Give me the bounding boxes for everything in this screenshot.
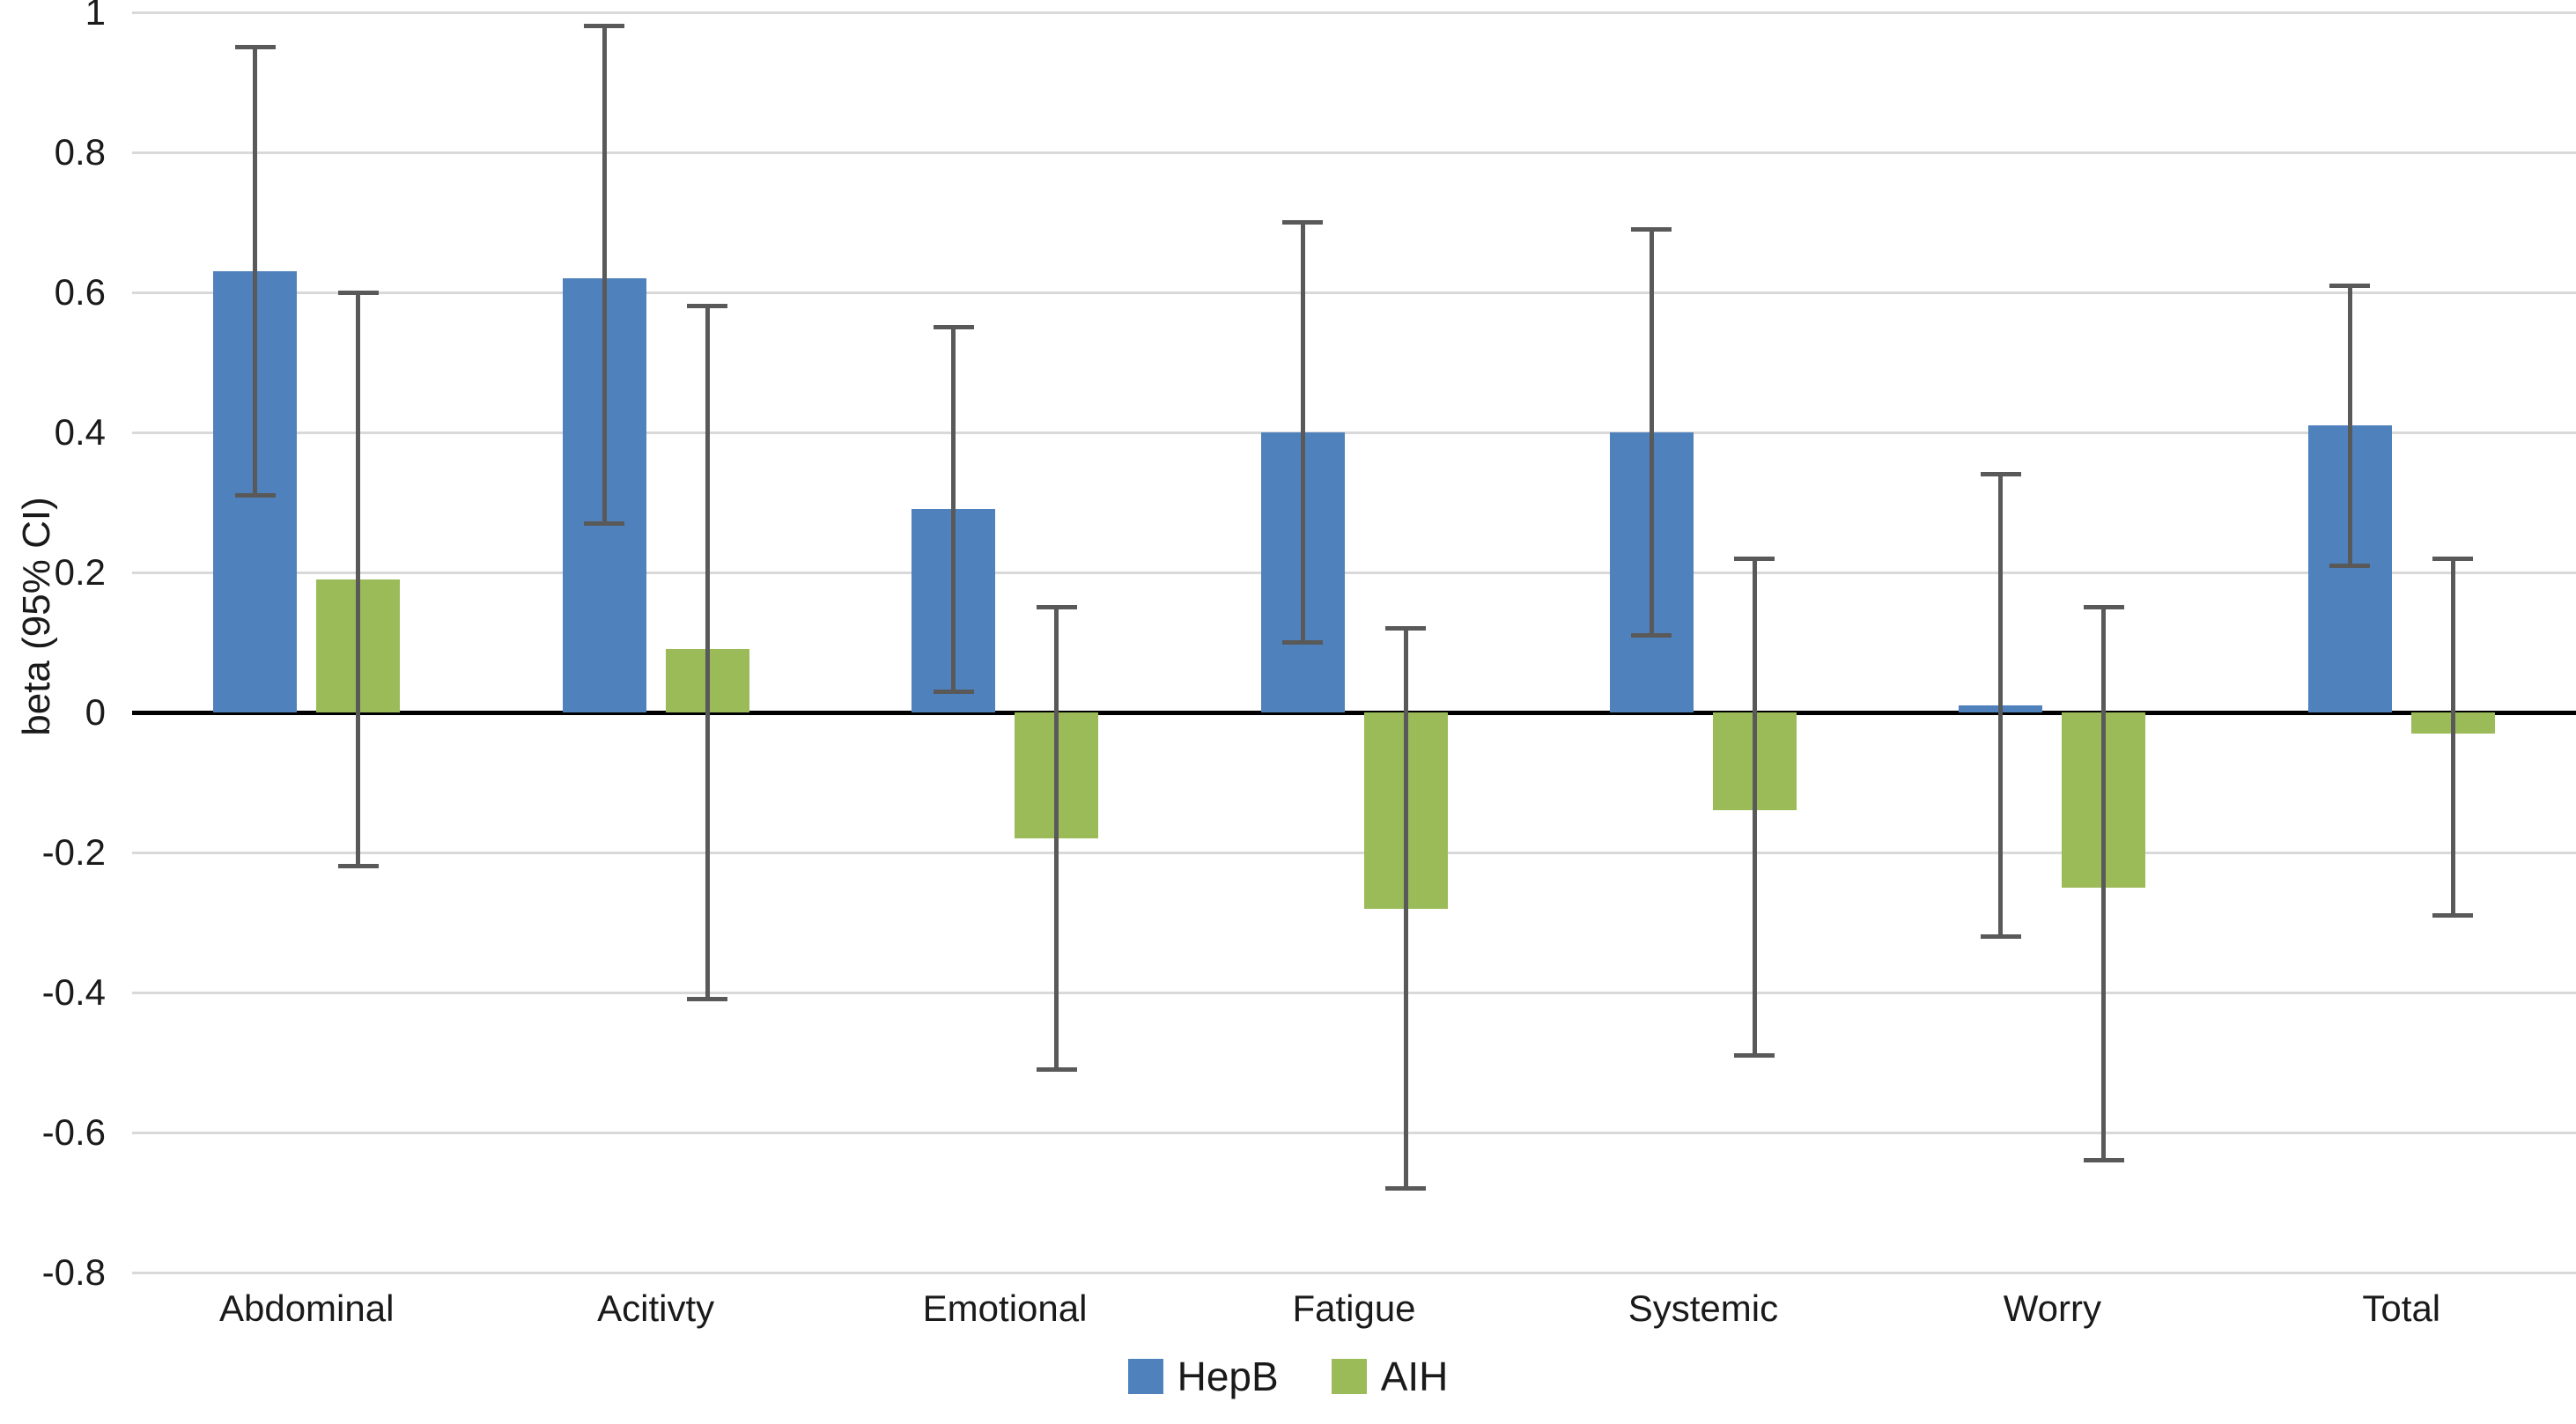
error-cap-top-hepb-abdominal xyxy=(234,45,276,50)
gridline-0.8 xyxy=(132,151,2576,154)
gridline-0.4 xyxy=(132,432,2576,434)
gridline--0.8 xyxy=(132,1272,2576,1274)
error-cap-bottom-aih-fatigue xyxy=(1385,1186,1426,1192)
error-cap-top-aih-total xyxy=(2432,556,2474,561)
error-cap-top-aih-abdominal xyxy=(337,290,379,295)
error-cap-bottom-aih-abdominal xyxy=(337,864,379,869)
legend-entry-hepb: HepB xyxy=(1127,1353,1279,1400)
error-cap-top-hepb-fatigue xyxy=(1282,220,1323,225)
gridline-0.6 xyxy=(132,291,2576,294)
x-label-abdominal: Abdominal xyxy=(218,1288,395,1329)
error-cap-bottom-hepb-worry xyxy=(1980,933,2021,939)
y-tick-label: -0.8 xyxy=(41,1251,106,1293)
y-tick-label: 0.2 xyxy=(54,551,106,593)
error-cap-bottom-aih-acitivty xyxy=(687,997,728,1002)
error-cap-bottom-aih-worry xyxy=(2083,1158,2124,1163)
x-label-emotional: Emotional xyxy=(922,1288,1088,1329)
legend-label-hepb: HepB xyxy=(1177,1354,1279,1399)
y-tick-label: 0.4 xyxy=(54,411,106,453)
error-cap-top-aih-systemic xyxy=(1734,556,1775,561)
error-cap-top-aih-fatigue xyxy=(1385,626,1426,631)
error-cap-top-aih-emotional xyxy=(1036,605,1077,610)
error-cap-top-hepb-total xyxy=(2329,283,2371,288)
y-tick-label: -0.6 xyxy=(41,1111,106,1153)
x-label-acitivty: Acitivty xyxy=(597,1288,715,1329)
error-cap-bottom-hepb-systemic xyxy=(1631,633,1672,638)
error-cap-bottom-hepb-acitivty xyxy=(584,520,625,526)
y-tick-label: -0.4 xyxy=(41,971,106,1013)
x-label-systemic: Systemic xyxy=(1628,1288,1779,1329)
gridline-0.2 xyxy=(132,572,2576,574)
error-cap-bottom-aih-total xyxy=(2432,913,2474,919)
error-bar-hepb-abdominal xyxy=(253,47,258,496)
error-cap-bottom-hepb-fatigue xyxy=(1282,640,1323,645)
error-cap-bottom-aih-systemic xyxy=(1734,1053,1775,1059)
error-bar-hepb-total xyxy=(2347,285,2352,566)
error-cap-top-hepb-systemic xyxy=(1631,226,1672,232)
error-bar-hepb-acitivty xyxy=(602,26,607,524)
error-cap-bottom-hepb-abdominal xyxy=(234,493,276,498)
x-label-fatigue: Fatigue xyxy=(1292,1288,1416,1329)
x-axis-zero-line xyxy=(132,711,2576,715)
legend-label-aih: AIH xyxy=(1380,1354,1449,1399)
error-cap-top-hepb-emotional xyxy=(933,325,974,330)
gridline-1 xyxy=(132,11,2576,14)
legend-swatch-hepb xyxy=(1127,1359,1163,1394)
gridline--0.6 xyxy=(132,1132,2576,1134)
error-bar-hepb-worry xyxy=(1998,474,2004,937)
error-cap-top-aih-acitivty xyxy=(687,304,728,309)
error-bar-aih-abdominal xyxy=(356,292,361,867)
error-cap-top-hepb-worry xyxy=(1980,472,2021,477)
error-cap-bottom-aih-emotional xyxy=(1036,1066,1077,1072)
error-bar-aih-fatigue xyxy=(1403,628,1408,1189)
legend-entry-aih: AIH xyxy=(1331,1353,1449,1400)
error-bar-hepb-emotional xyxy=(951,327,956,692)
error-bar-aih-acitivty xyxy=(705,306,710,1000)
legend: HepB AIH xyxy=(0,1353,2576,1400)
y-tick-label: 0.6 xyxy=(54,271,106,313)
error-bar-aih-worry xyxy=(2101,607,2107,1161)
legend-swatch-aih xyxy=(1331,1359,1367,1394)
error-cap-top-hepb-acitivty xyxy=(584,24,625,29)
y-tick-label: -0.2 xyxy=(41,831,106,873)
error-bar-hepb-systemic xyxy=(1649,229,1654,636)
error-bar-aih-emotional xyxy=(1054,607,1059,1070)
x-label-worry: Worry xyxy=(2003,1288,2101,1329)
error-bar-hepb-fatigue xyxy=(1300,222,1305,643)
y-tick-label: 0.8 xyxy=(54,131,106,173)
y-tick-label: 1 xyxy=(85,0,106,33)
gridline--0.4 xyxy=(132,992,2576,994)
error-cap-bottom-hepb-total xyxy=(2329,563,2371,568)
error-bar-aih-systemic xyxy=(1752,558,1757,1056)
error-cap-top-aih-worry xyxy=(2083,605,2124,610)
y-tick-label: 0 xyxy=(85,691,106,733)
error-bar-aih-total xyxy=(2450,558,2455,916)
gridline--0.2 xyxy=(132,852,2576,854)
error-cap-bottom-hepb-emotional xyxy=(933,689,974,694)
x-label-total: Total xyxy=(2362,1288,2441,1329)
